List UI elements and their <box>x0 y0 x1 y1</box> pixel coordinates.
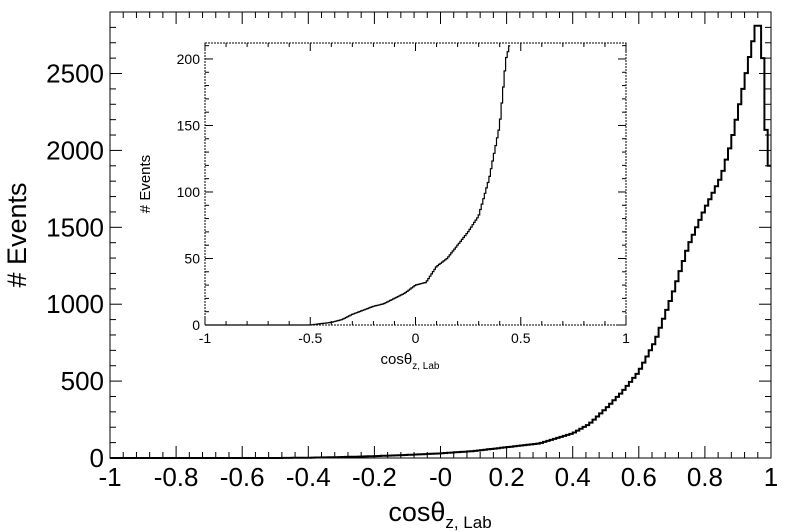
inset-x-tick-label: 0 <box>412 330 420 346</box>
inset-y-axis-title: # Events <box>137 155 154 213</box>
main-y-tick-labels: 0 500 1000 1500 2000 2500 <box>46 59 104 473</box>
main-y-tick-label: 2500 <box>46 59 104 89</box>
main-x-tick-label: 1 <box>764 462 778 492</box>
main-y-tick-label: 0 <box>90 443 104 473</box>
main-y-tick-label: 1000 <box>46 289 104 319</box>
inset-y-tick-labels: 0 50 100 150 200 <box>177 51 201 333</box>
main-x-tick-label: -1 <box>98 462 121 492</box>
inset-x-tick-label: -0.5 <box>298 330 322 346</box>
main-y-tick-label: 2000 <box>46 135 104 165</box>
inset-y-tick-label: 150 <box>177 117 201 133</box>
main-x-tick-labels: -1 -0.8 -0.6 -0.4 -0.2 -0 0.2 0.4 0.6 0.8 1 <box>98 462 778 492</box>
main-y-tick-label: 1500 <box>46 212 104 242</box>
inset-axis-ticks <box>204 43 627 326</box>
inset-plot: -1 -0.5 0 0.5 1 0 50 100 150 200 cosθz, Lab # Ev… <box>137 42 630 372</box>
inset-y-tick-label: 100 <box>177 184 201 200</box>
main-plot: -1 -0.8 -0.6 -0.4 -0.2 -0 0.2 0.4 0.6 0.8 1 050010… <box>2 11 778 532</box>
main-x-tick-label: 0.8 <box>687 462 723 492</box>
inset-histogram-line <box>205 45 511 326</box>
main-x-tick-label: -0.4 <box>286 462 331 492</box>
inset-x-axis-title: cosθz, Lab <box>381 351 440 372</box>
inset-background <box>205 43 626 325</box>
inset-y-tick-label: 200 <box>177 51 201 67</box>
inset-x-tick-label: -1 <box>199 330 212 346</box>
inset-x-tick-label: 0.5 <box>511 330 531 346</box>
inset-x-tick-label: 1 <box>622 330 630 346</box>
main-axis-ticks <box>109 12 772 459</box>
main-x-tick-label: -0 <box>429 462 452 492</box>
main-x-tick-label: 0.6 <box>621 462 657 492</box>
main-x-tick-label: 0.4 <box>555 462 591 492</box>
inset-x-tick-labels: -1 -0.5 0 0.5 1 <box>199 330 630 346</box>
main-histogram-line <box>110 24 771 459</box>
inset-y-tick-label: 50 <box>184 250 200 266</box>
main-x-tick-label: -0.6 <box>220 462 265 492</box>
main-x-tick-label: -0.2 <box>352 462 397 492</box>
inset-y-tick-label: 0 <box>192 317 200 333</box>
main-y-axis-title: # Events <box>2 182 32 287</box>
main-y-tick-label: 500 <box>61 366 104 396</box>
main-x-tick-label: -0.8 <box>154 462 199 492</box>
main-x-axis-title: cosθz, Lab <box>388 497 491 532</box>
main-x-tick-label: 0.2 <box>489 462 525 492</box>
